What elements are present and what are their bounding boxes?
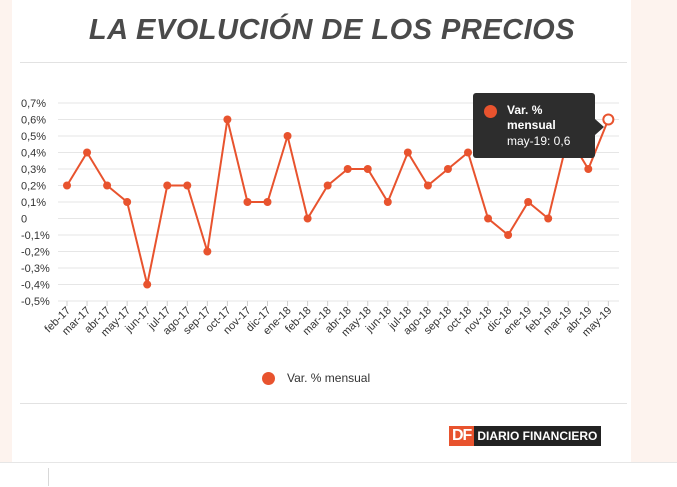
data-point <box>63 181 71 190</box>
y-tick-label: -0,3% <box>21 263 50 275</box>
data-point <box>383 198 392 206</box>
legend-label: Var. % mensual <box>287 371 371 385</box>
page-margin-right <box>631 0 677 462</box>
data-point <box>303 214 312 223</box>
chart-title: LA EVOLUCIÓN DE LOS PRECIOS <box>88 14 576 46</box>
data-point <box>283 132 292 140</box>
y-tick-label: -0,2% <box>21 247 50 259</box>
logo-mark: DF <box>449 426 475 446</box>
data-point <box>464 148 472 157</box>
logo-text: DIARIO FINANCIERO <box>474 426 602 446</box>
tooltip-point-value: may-19: 0,6 <box>507 134 571 148</box>
data-tooltip: Var. % mensual may-19: 0,6 <box>473 93 604 158</box>
data-point <box>83 148 92 157</box>
bottom-bar-divider <box>48 468 49 486</box>
data-point <box>143 280 152 289</box>
data-point <box>203 247 212 256</box>
legend-marker-icon <box>262 371 275 385</box>
y-tick-label: -0,1% <box>21 230 50 242</box>
data-point <box>363 165 372 173</box>
y-tick-label: 0,1% <box>21 197 46 209</box>
y-tick-label: 0,3% <box>21 164 46 176</box>
footer-divider <box>20 403 627 404</box>
tooltip-marker-icon <box>484 105 497 118</box>
data-point <box>544 214 553 223</box>
data-point-highlighted <box>602 113 615 126</box>
data-point <box>443 165 452 173</box>
data-point <box>504 231 513 239</box>
tooltip-series-name: Var. % mensual <box>507 103 556 132</box>
y-tick-label: 0,4% <box>21 148 46 160</box>
data-point <box>524 198 533 206</box>
chart-card: LA EVOLUCIÓN DE LOS PRECIOS <box>12 0 631 462</box>
data-point <box>403 148 412 157</box>
diario-financiero-logo: DF DIARIO FINANCIERO <box>449 426 602 446</box>
data-point <box>584 165 593 173</box>
y-tick-label: -0,4% <box>21 280 50 292</box>
data-point <box>263 198 272 206</box>
chart-legend[interactable]: Var. % mensual <box>262 371 370 385</box>
data-point <box>423 181 432 190</box>
data-point <box>343 165 352 173</box>
data-point <box>183 181 192 190</box>
y-tick-label: 0,7% <box>21 98 46 110</box>
y-tick-label: 0,2% <box>21 181 46 193</box>
y-tick-label: -0,5% <box>21 296 50 308</box>
data-point <box>243 198 252 206</box>
y-tick-label: 0,6% <box>21 115 46 127</box>
page-margin-left <box>0 0 12 462</box>
title-divider <box>20 62 627 63</box>
data-point <box>323 181 332 190</box>
y-tick-label: 0 <box>21 214 27 226</box>
data-point <box>123 198 132 206</box>
data-point <box>484 214 493 223</box>
data-point <box>223 115 232 124</box>
series-line <box>66 119 610 285</box>
y-tick-label: 0,5% <box>21 131 46 143</box>
bottom-bar <box>0 462 677 487</box>
data-point <box>163 181 172 190</box>
data-point <box>103 181 112 190</box>
